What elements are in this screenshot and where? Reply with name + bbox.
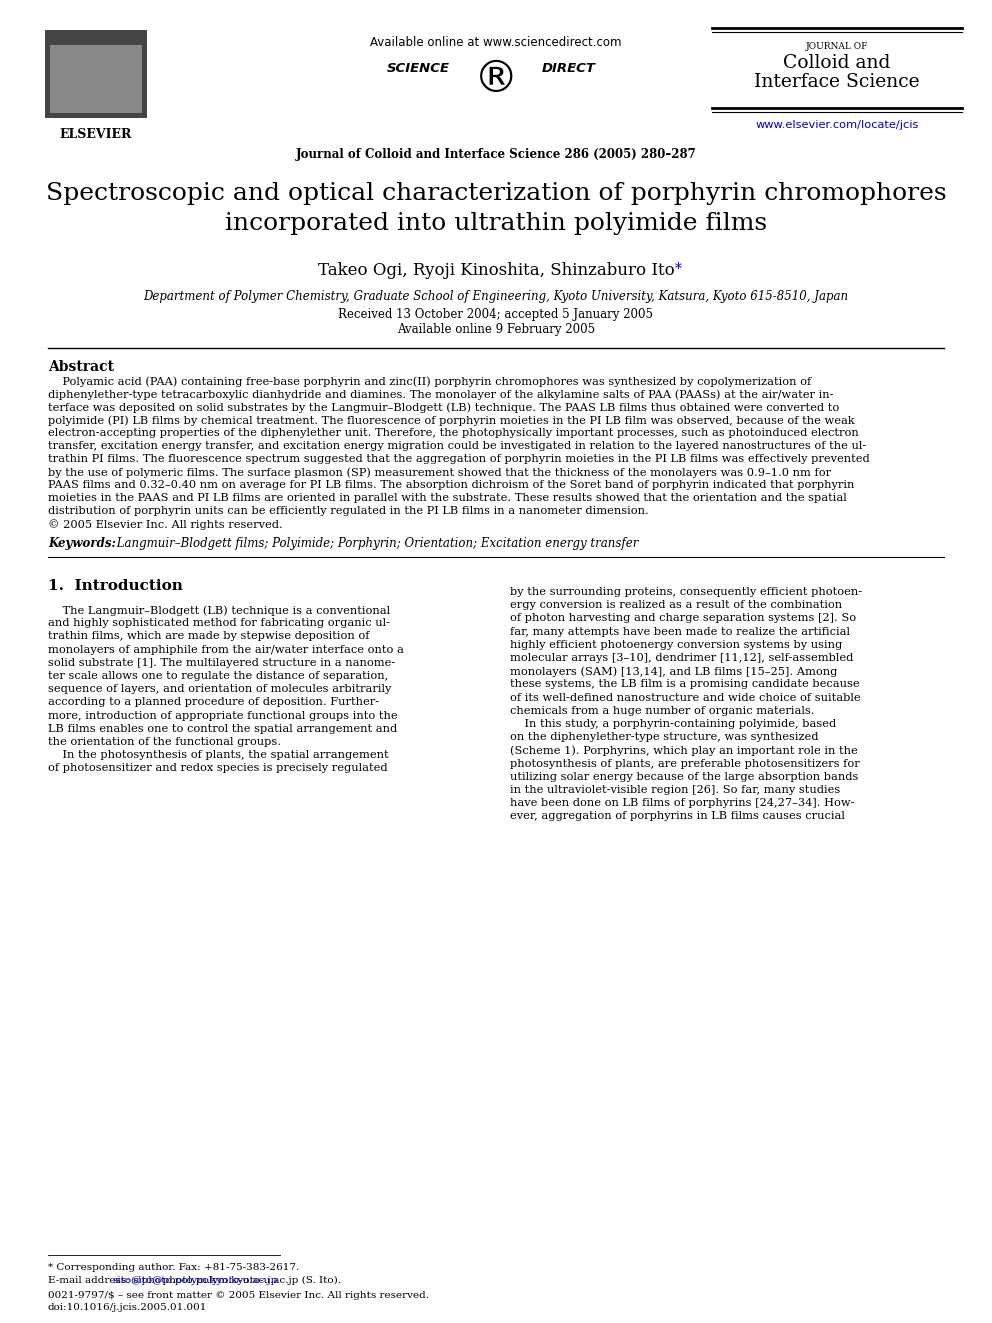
Text: JOURNAL OF: JOURNAL OF: [806, 42, 868, 52]
FancyBboxPatch shape: [45, 30, 147, 118]
Text: according to a planned procedure of deposition. Further-: according to a planned procedure of depo…: [48, 697, 379, 708]
Text: distribution of porphyrin units can be efficiently regulated in the PI LB films : distribution of porphyrin units can be e…: [48, 505, 649, 516]
Text: more, introduction of appropriate functional groups into the: more, introduction of appropriate functi…: [48, 710, 398, 721]
Text: photosynthesis of plants, are preferable photosensitizers for: photosynthesis of plants, are preferable…: [510, 758, 860, 769]
Text: molecular arrays [3–10], dendrimer [11,12], self-assembled: molecular arrays [3–10], dendrimer [11,1…: [510, 654, 853, 663]
Text: by the surrounding proteins, consequently efficient photoen-: by the surrounding proteins, consequentl…: [510, 587, 862, 597]
Text: incorporated into ultrathin polyimide films: incorporated into ultrathin polyimide fi…: [225, 212, 767, 235]
Text: © 2005 Elsevier Inc. All rights reserved.: © 2005 Elsevier Inc. All rights reserved…: [48, 519, 283, 529]
Text: * Corresponding author. Fax: +81-75-383-2617.: * Corresponding author. Fax: +81-75-383-…: [48, 1263, 300, 1271]
Text: polyimide (PI) LB films by chemical treatment. The fluorescence of porphyrin moi: polyimide (PI) LB films by chemical trea…: [48, 415, 855, 426]
Text: Colloid and: Colloid and: [784, 54, 891, 71]
Text: Department of Polymer Chemistry, Graduate School of Engineering, Kyoto Universit: Department of Polymer Chemistry, Graduat…: [144, 290, 848, 303]
FancyBboxPatch shape: [50, 45, 142, 112]
Text: The Langmuir–Blodgett (LB) technique is a conventional: The Langmuir–Blodgett (LB) technique is …: [48, 605, 390, 615]
Text: in the ultraviolet-visible region [26]. So far, many studies: in the ultraviolet-visible region [26]. …: [510, 785, 840, 795]
Text: trathin PI films. The fluorescence spectrum suggested that the aggregation of po: trathin PI films. The fluorescence spect…: [48, 454, 870, 464]
Text: ever, aggregation of porphyrins in LB films causes crucial: ever, aggregation of porphyrins in LB fi…: [510, 811, 845, 822]
Text: *: *: [675, 262, 682, 277]
Text: ELSEVIER: ELSEVIER: [60, 128, 132, 142]
Text: trathin films, which are made by stepwise deposition of: trathin films, which are made by stepwis…: [48, 631, 369, 642]
Text: solid substrate [1]. The multilayered structure in a nanome-: solid substrate [1]. The multilayered st…: [48, 658, 395, 668]
Text: In the photosynthesis of plants, the spatial arrangement: In the photosynthesis of plants, the spa…: [48, 750, 389, 761]
Text: monolayers (SAM) [13,14], and LB films [15–25]. Among: monolayers (SAM) [13,14], and LB films […: [510, 667, 837, 677]
Text: monolayers of amphiphile from the air/water interface onto a: monolayers of amphiphile from the air/wa…: [48, 644, 404, 655]
Text: PAAS films and 0.32–0.40 nm on average for PI LB films. The absorption dichroism: PAAS films and 0.32–0.40 nm on average f…: [48, 480, 854, 490]
Text: utilizing solar energy because of the large absorption bands: utilizing solar energy because of the la…: [510, 771, 858, 782]
Text: 1.  Introduction: 1. Introduction: [48, 579, 183, 593]
Text: In this study, a porphyrin-containing polyimide, based: In this study, a porphyrin-containing po…: [510, 718, 836, 729]
Text: doi:10.1016/j.jcis.2005.01.001: doi:10.1016/j.jcis.2005.01.001: [48, 1303, 207, 1312]
Text: of its well-defined nanostructure and wide choice of suitable: of its well-defined nanostructure and wi…: [510, 693, 861, 703]
Text: ter scale allows one to regulate the distance of separation,: ter scale allows one to regulate the dis…: [48, 671, 388, 681]
Text: (Scheme 1). Porphyrins, which play an important role in the: (Scheme 1). Porphyrins, which play an im…: [510, 745, 858, 755]
Text: on the diphenylether-type structure, was synthesized: on the diphenylether-type structure, was…: [510, 732, 818, 742]
Text: DIRECT: DIRECT: [542, 62, 596, 75]
Text: electron-accepting properties of the diphenylether unit. Therefore, the photophy: electron-accepting properties of the dip…: [48, 429, 859, 438]
Text: ·: ·: [573, 60, 577, 73]
Text: Keywords:: Keywords:: [48, 537, 116, 550]
Text: Received 13 October 2004; accepted 5 January 2005: Received 13 October 2004; accepted 5 Jan…: [338, 308, 654, 321]
Text: Available online 9 February 2005: Available online 9 February 2005: [397, 323, 595, 336]
Text: of photon harvesting and charge separation systems [2]. So: of photon harvesting and charge separati…: [510, 614, 856, 623]
Text: Abstract: Abstract: [48, 360, 114, 374]
Text: Interface Science: Interface Science: [754, 73, 920, 91]
Text: sequence of layers, and orientation of molecules arbitrarily: sequence of layers, and orientation of m…: [48, 684, 392, 695]
Text: chemicals from a huge number of organic materials.: chemicals from a huge number of organic …: [510, 705, 814, 716]
Text: terface was deposited on solid substrates by the Langmuir–Blodgett (LB) techniqu: terface was deposited on solid substrate…: [48, 402, 839, 413]
Text: of photosensitizer and redox species is precisely regulated: of photosensitizer and redox species is …: [48, 763, 388, 774]
Text: by the use of polymeric films. The surface plasmon (SP) measurement showed that : by the use of polymeric films. The surfa…: [48, 467, 831, 478]
Text: Available online at www.sciencedirect.com: Available online at www.sciencedirect.co…: [370, 36, 622, 49]
Text: LB films enables one to control the spatial arrangement and: LB films enables one to control the spat…: [48, 724, 397, 734]
Text: E-mail address: sito@photo.polym.kyoto-u.ac.jp (S. Ito).: E-mail address: sito@photo.polym.kyoto-u…: [48, 1275, 341, 1285]
Text: and highly sophisticated method for fabricating organic ul-: and highly sophisticated method for fabr…: [48, 618, 390, 628]
Text: moieties in the PAAS and PI LB films are oriented in parallel with the substrate: moieties in the PAAS and PI LB films are…: [48, 493, 847, 503]
Text: ®: ®: [474, 58, 518, 101]
Text: far, many attempts have been made to realize the artificial: far, many attempts have been made to rea…: [510, 627, 850, 636]
Text: Takeo Ogi, Ryoji Kinoshita, Shinzaburo Ito: Takeo Ogi, Ryoji Kinoshita, Shinzaburo I…: [317, 262, 675, 279]
Text: 0021-9797/$ – see front matter © 2005 Elsevier Inc. All rights reserved.: 0021-9797/$ – see front matter © 2005 El…: [48, 1291, 429, 1301]
Text: SCIENCE: SCIENCE: [387, 62, 450, 75]
Text: highly efficient photoenergy conversion systems by using: highly efficient photoenergy conversion …: [510, 640, 842, 650]
Text: the orientation of the functional groups.: the orientation of the functional groups…: [48, 737, 281, 747]
Text: ergy conversion is realized as a result of the combination: ergy conversion is realized as a result …: [510, 601, 842, 610]
Text: Spectroscopic and optical characterization of porphyrin chromophores: Spectroscopic and optical characterizati…: [46, 183, 946, 205]
Text: have been done on LB films of porphyrins [24,27–34]. How-: have been done on LB films of porphyrins…: [510, 798, 854, 808]
Text: Langmuir–Blodgett films; Polyimide; Porphyrin; Orientation; Excitation energy tr: Langmuir–Blodgett films; Polyimide; Porp…: [113, 537, 639, 550]
Text: transfer, excitation energy transfer, and excitation energy migration could be i: transfer, excitation energy transfer, an…: [48, 441, 866, 451]
Text: these systems, the LB film is a promising candidate because: these systems, the LB film is a promisin…: [510, 680, 860, 689]
Text: www.elsevier.com/locate/jcis: www.elsevier.com/locate/jcis: [755, 120, 919, 130]
Text: Polyamic acid (PAA) containing free-base porphyrin and zinc(II) porphyrin chromo: Polyamic acid (PAA) containing free-base…: [48, 376, 811, 386]
Text: sito@photo.polym.kyoto-u.ac.jp: sito@photo.polym.kyoto-u.ac.jp: [112, 1275, 278, 1285]
Text: Journal of Colloid and Interface Science 286 (2005) 280–287: Journal of Colloid and Interface Science…: [296, 148, 696, 161]
Text: diphenylether-type tetracarboxylic dianhydride and diamines. The monolayer of th: diphenylether-type tetracarboxylic dianh…: [48, 389, 833, 400]
